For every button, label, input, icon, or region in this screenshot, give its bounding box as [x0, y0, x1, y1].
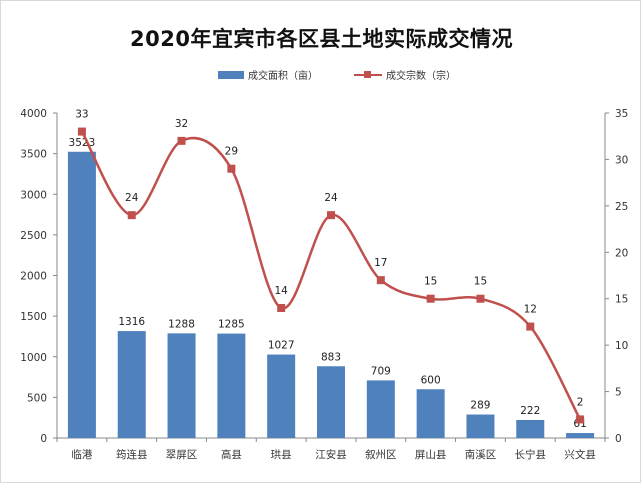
line-data-label: 14 [274, 285, 288, 297]
left-tick-label: 3000 [20, 189, 47, 201]
legend-line-label: 成交宗数（宗） [386, 69, 456, 82]
bar-data-label: 1027 [268, 340, 295, 352]
line-data-label: 15 [474, 276, 487, 288]
right-tick-label: 5 [615, 387, 622, 399]
line-data-label: 33 [75, 109, 88, 121]
right-tick-label: 30 [615, 154, 628, 166]
bar [67, 151, 96, 438]
x-tick-label: 兴文县 [564, 448, 596, 461]
right-tick-label: 25 [615, 201, 628, 213]
right-tick-label: 10 [615, 340, 628, 352]
bar-data-label: 600 [421, 374, 441, 386]
bar-data-label: 289 [470, 400, 490, 412]
x-tick-label: 屏山县 [415, 449, 447, 461]
line-point [376, 276, 385, 285]
right-tick-label: 15 [615, 294, 628, 306]
line-data-label: 17 [374, 257, 387, 269]
x-tick-label: 临港 [71, 448, 92, 461]
bar-data-label: 883 [321, 351, 341, 363]
x-tick-label: 筠连县 [116, 448, 148, 461]
line-point [576, 415, 585, 424]
line-point [177, 136, 186, 145]
left-tick-label: 1000 [20, 352, 47, 364]
line-data-label: 15 [424, 276, 437, 288]
legend-bar-swatch [218, 71, 244, 79]
bar [317, 366, 345, 438]
x-tick-label: 高县 [221, 448, 242, 461]
bar [167, 333, 196, 438]
line-point [426, 294, 435, 303]
line-data-label: 29 [225, 146, 238, 158]
bar [416, 389, 445, 438]
x-tick-label: 叙州区 [365, 448, 397, 461]
legend-line-marker [364, 71, 371, 78]
right-tick-label: 35 [615, 108, 628, 120]
line-point [127, 211, 136, 220]
bar [366, 380, 395, 438]
bar-data-label: 709 [371, 365, 391, 377]
bar [466, 414, 495, 438]
line-data-label: 32 [175, 118, 188, 130]
line-data-label: 24 [125, 192, 139, 204]
bar [217, 333, 246, 438]
left-tick-label: 500 [27, 392, 47, 404]
x-tick-label: 珙县 [271, 449, 292, 461]
right-tick-label: 20 [615, 247, 628, 259]
x-tick-label: 翠屏区 [166, 449, 198, 461]
x-tick-label: 南溪区 [465, 448, 497, 461]
line-point [77, 127, 86, 136]
left-tick-label: 2500 [20, 230, 47, 242]
x-tick-label: 江安县 [315, 448, 347, 461]
bar-data-label: 1285 [218, 319, 245, 331]
line-data-label: 24 [324, 192, 338, 204]
legend-bar-label: 成交面积（亩） [248, 69, 318, 82]
chart-title: 2020年宜宾市各区县土地实际成交情况 [130, 27, 513, 51]
left-tick-label: 1500 [20, 311, 47, 323]
line-series [80, 130, 582, 421]
line-data-label: 2 [577, 396, 584, 408]
line-point [476, 294, 485, 303]
bar-data-label: 222 [520, 405, 540, 417]
bar-data-label: 3523 [69, 137, 96, 149]
bar [117, 331, 146, 438]
right-tick-label: 0 [615, 433, 622, 445]
bar-data-label: 1288 [168, 318, 195, 330]
line-point [227, 164, 236, 173]
left-tick-label: 3500 [20, 149, 47, 161]
line-point [277, 304, 286, 312]
left-tick-label: 0 [40, 433, 47, 445]
line-data-label: 12 [524, 304, 537, 316]
line-point [526, 322, 535, 331]
x-tick-label: 长宁县 [515, 448, 547, 461]
left-tick-label: 2000 [20, 271, 47, 283]
bar-data-label: 1316 [118, 316, 145, 328]
bar [516, 419, 545, 438]
bar [566, 433, 595, 438]
line-point [327, 211, 335, 220]
bar [267, 354, 296, 438]
left-tick-label: 4000 [20, 108, 47, 120]
